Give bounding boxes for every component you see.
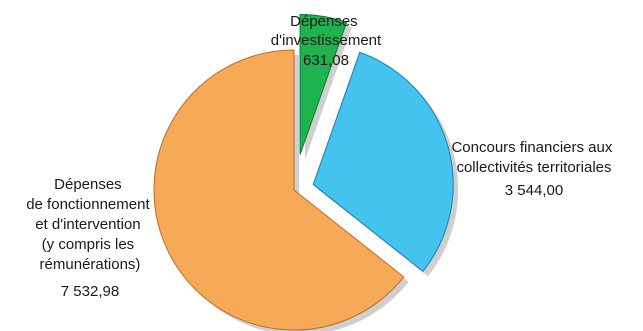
label-investissement-line-1: Dépenses xyxy=(290,13,358,30)
label-fonctionnement-line-2: de fonctionnement xyxy=(26,196,150,213)
label-fonctionnement-line-3: et d'intervention xyxy=(35,216,140,233)
label-fonctionnement-line-4: (y compris les xyxy=(42,236,135,253)
slice-value-concours: 3 544,00 xyxy=(505,182,563,199)
slice-investissement xyxy=(299,14,348,155)
label-investissement-line-2: d'investissement xyxy=(271,32,382,49)
label-concours-line-1: Concours financiers aux xyxy=(451,139,612,156)
label-concours-line-2: collectivités territoriales xyxy=(456,159,611,176)
slice-label-investissement: Dépenses d'investissement xyxy=(271,13,382,49)
label-fonctionnement-line-5: rémunérations) xyxy=(40,256,141,273)
slice-value-fonctionnement: 7 532,98 xyxy=(61,283,119,300)
slices xyxy=(153,14,454,331)
slice-label-concours: Concours financiers aux collectivités te… xyxy=(451,139,616,176)
slice-fonctionnement xyxy=(153,49,405,331)
slice-value-investissement: 631,08 xyxy=(303,52,349,69)
label-fonctionnement-line-1: Dépenses xyxy=(54,176,122,193)
slice-concours xyxy=(312,51,454,273)
slice-label-fonctionnement: Dépenses de fonctionnement et d'interven… xyxy=(26,176,154,273)
